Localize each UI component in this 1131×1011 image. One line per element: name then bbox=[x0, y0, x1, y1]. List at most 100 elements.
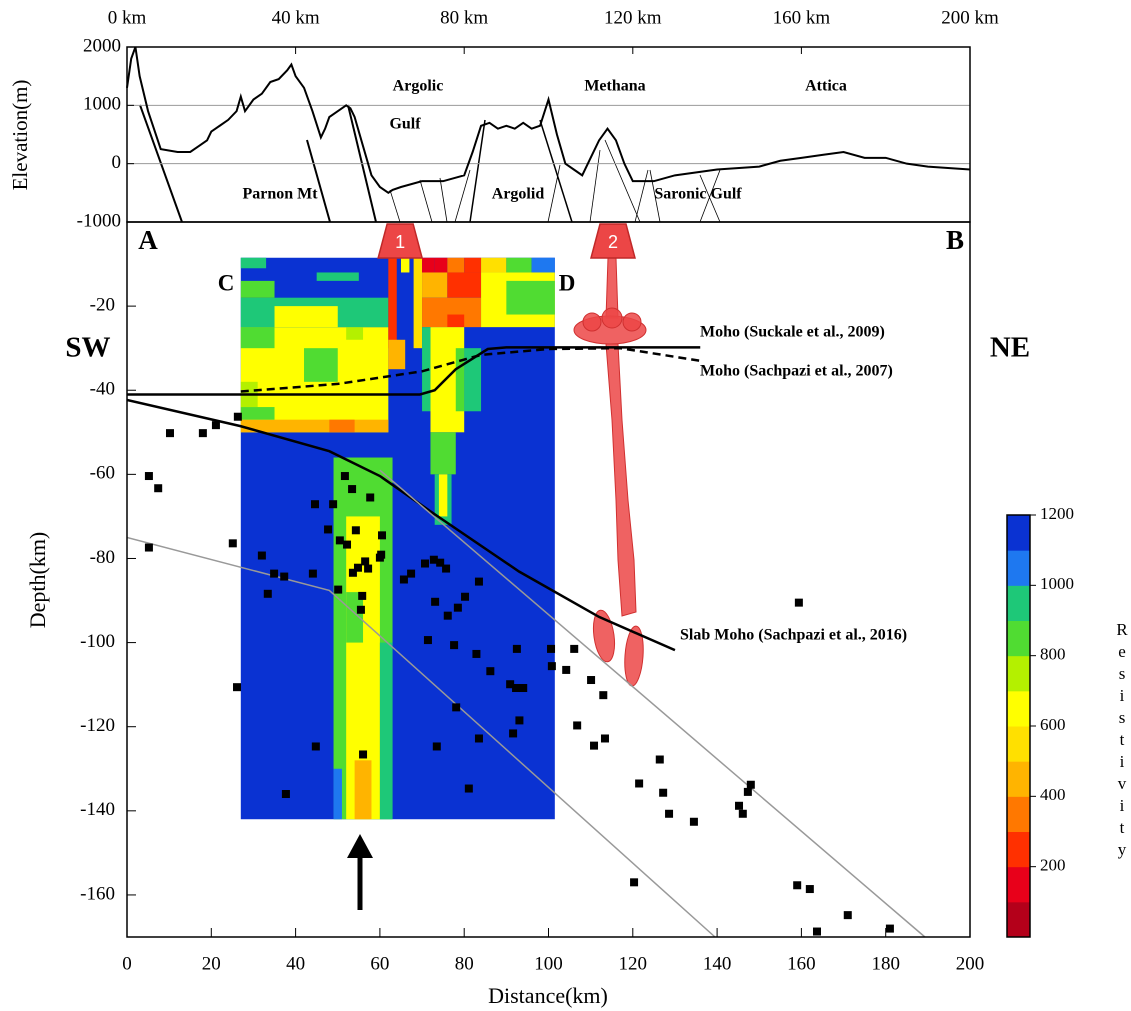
colorbar-tick-label: 200 bbox=[1040, 856, 1066, 875]
earthquake bbox=[334, 585, 343, 594]
colorbar-step bbox=[1007, 690, 1030, 727]
x-tick-label: 0 bbox=[122, 953, 132, 974]
arrow bbox=[347, 834, 373, 910]
y-tick-label: -100 bbox=[80, 631, 115, 652]
colorbar-label: Resistivity bbox=[1113, 620, 1131, 862]
annotation: C bbox=[218, 270, 235, 295]
resistivity-cell bbox=[346, 592, 364, 643]
annotation: A bbox=[138, 225, 158, 255]
resistivity-cell bbox=[447, 257, 465, 273]
earthquake bbox=[311, 742, 320, 751]
earthquake bbox=[464, 784, 473, 793]
resistivity-cell bbox=[447, 314, 465, 328]
x-tick-label: 40 bbox=[286, 953, 305, 974]
resistivity-cell bbox=[422, 272, 448, 298]
earthquake bbox=[590, 741, 599, 750]
resistivity-cell bbox=[240, 257, 267, 269]
colorbar-step bbox=[1007, 831, 1030, 868]
y-tick-label: 1000 bbox=[83, 94, 121, 115]
colorbar-tick-label: 1200 bbox=[1040, 504, 1074, 523]
earthquake bbox=[270, 569, 279, 578]
earthquake bbox=[359, 750, 368, 759]
resistivity-cell bbox=[354, 760, 372, 820]
earthquake bbox=[512, 644, 521, 653]
y-tick-label: -120 bbox=[80, 715, 115, 736]
earthquake bbox=[378, 531, 387, 540]
annotation: SW bbox=[65, 332, 110, 364]
fault-line bbox=[634, 169, 649, 223]
resistivity-cell bbox=[438, 474, 448, 517]
x-tick-label: 80 km bbox=[440, 7, 488, 28]
y-axis-label: Depth(km) bbox=[25, 532, 50, 629]
earthquake bbox=[421, 559, 430, 568]
x-tick-label: 60 bbox=[370, 953, 389, 974]
earthquake bbox=[165, 429, 174, 438]
annotation: B bbox=[946, 225, 964, 255]
volcano-label: 1 bbox=[395, 232, 405, 252]
x-tick-label: 40 km bbox=[272, 7, 320, 28]
resistivity-cell bbox=[413, 257, 423, 349]
earthquake bbox=[280, 572, 289, 581]
y-tick-label: -80 bbox=[90, 547, 115, 568]
earthquake bbox=[794, 598, 803, 607]
earthquake bbox=[429, 555, 438, 564]
earthquake bbox=[450, 641, 459, 650]
x-axis-label: Distance(km) bbox=[488, 983, 608, 1008]
earthquake bbox=[793, 881, 802, 890]
earthquake bbox=[324, 525, 333, 534]
fault-line bbox=[699, 174, 721, 223]
x-tick-label: 140 bbox=[703, 953, 732, 974]
resistivity-cell bbox=[333, 768, 342, 820]
fault-line bbox=[649, 169, 661, 223]
volcano-label: 2 bbox=[608, 232, 618, 252]
colorbar-tick-label: 800 bbox=[1040, 645, 1066, 664]
colorbar-step bbox=[1007, 550, 1030, 586]
plume-cloud bbox=[582, 312, 602, 332]
plot-frame bbox=[126, 221, 971, 938]
earthquake bbox=[443, 611, 452, 620]
earthquake bbox=[233, 683, 242, 692]
y-tick-label: -1000 bbox=[77, 210, 121, 231]
annotation: NE bbox=[990, 332, 1030, 364]
plume-tongue bbox=[592, 609, 616, 663]
earthquake bbox=[573, 721, 582, 730]
earthquake bbox=[442, 564, 451, 573]
resistivity-cell bbox=[274, 306, 338, 328]
resistivity-cell bbox=[400, 257, 410, 273]
earthquake bbox=[474, 577, 483, 586]
y-tick-label: 0 bbox=[112, 152, 122, 173]
volcano bbox=[377, 223, 424, 259]
earthquake bbox=[356, 605, 365, 614]
earthquake bbox=[281, 790, 290, 798]
earthquake bbox=[335, 536, 344, 545]
earthquake bbox=[805, 885, 814, 894]
y-tick-label: -140 bbox=[80, 799, 115, 820]
earthquake bbox=[635, 779, 644, 788]
line-label: Slab Moho (Sachpazi et al., 2016) bbox=[680, 627, 907, 644]
fault-line bbox=[419, 179, 433, 223]
plume-stem bbox=[605, 343, 637, 617]
earthquake bbox=[432, 742, 441, 751]
earthquake bbox=[655, 755, 664, 764]
resistivity-cell bbox=[481, 257, 507, 273]
earthquake bbox=[547, 662, 556, 671]
x-tick-label: 120 km bbox=[604, 7, 662, 28]
earthquake bbox=[353, 563, 362, 572]
resistivity-cell bbox=[422, 257, 435, 273]
fault-line bbox=[469, 119, 486, 223]
x-tick-label: 120 bbox=[619, 953, 648, 974]
colorbar-step bbox=[1007, 515, 1030, 551]
volcano bbox=[590, 223, 636, 259]
resistivity-cell bbox=[329, 419, 355, 433]
earthquake bbox=[512, 684, 521, 693]
colorbar-step bbox=[1007, 901, 1030, 938]
earthquake bbox=[351, 526, 360, 535]
colorbar-step bbox=[1007, 620, 1030, 657]
earthquake bbox=[509, 729, 518, 738]
earthquake bbox=[366, 493, 375, 502]
fault-line bbox=[539, 119, 573, 223]
annotation: Parnon Mt bbox=[242, 186, 318, 203]
colorbar-step bbox=[1007, 585, 1030, 621]
x-tick-label: 180 bbox=[871, 953, 900, 974]
